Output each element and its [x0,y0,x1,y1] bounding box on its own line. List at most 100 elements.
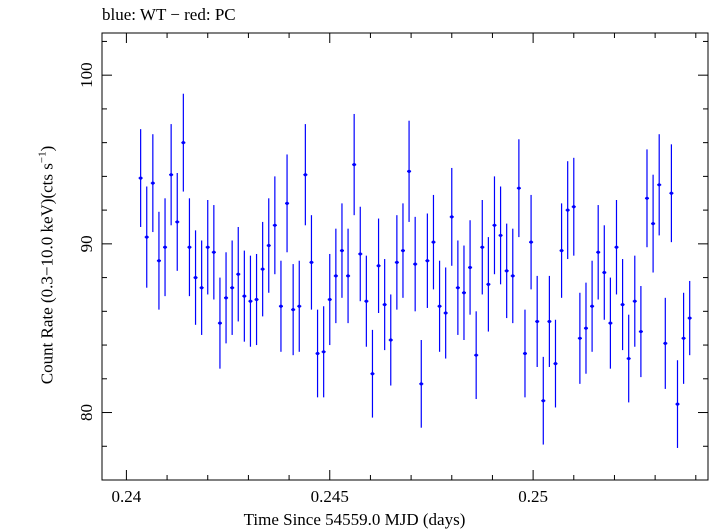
data-marker [376,264,381,268]
data-point [675,360,680,448]
data-point [498,186,503,285]
data-marker [663,341,667,345]
data-point [663,297,668,389]
data-marker [389,338,393,342]
data-point [419,339,424,428]
data-point [486,237,491,332]
data-point [217,277,222,369]
data-marker [291,308,295,312]
data-point [431,194,436,290]
data-marker [212,250,216,254]
data-marker [370,372,375,376]
data-marker [633,299,637,303]
data-marker [468,265,472,270]
data-point [364,255,369,347]
data-point [681,292,686,384]
data-point [626,314,631,403]
data-point [602,225,607,320]
data-marker [248,299,253,303]
data-marker [364,299,368,303]
data-point [449,167,454,266]
data-point [565,161,570,260]
data-point [541,356,546,445]
data-marker [559,248,564,253]
data-marker [395,260,399,265]
data-points [138,93,692,448]
data-point [303,124,308,226]
data-marker [334,274,338,278]
data-point [339,203,344,298]
data-point [687,280,692,356]
data-point [547,275,552,367]
data-marker [541,399,545,403]
data-marker [218,321,222,325]
data-marker [236,272,240,276]
data-point [352,113,357,216]
data-point [224,252,229,344]
data-marker [627,356,631,361]
y-axis-label-exponent: −1 [36,151,49,164]
data-point [425,213,430,308]
data-marker [620,302,625,307]
y-axis-label: Count Rate (0.3−10.0 keV)(cts s−1) [37,146,58,385]
data-point [272,176,277,275]
data-marker [474,353,478,357]
data-point [175,173,180,271]
data-marker [462,291,466,295]
data-marker [413,262,417,266]
x-tick-label: 0.245 [311,487,349,506]
data-marker [547,319,551,324]
data-marker [206,245,210,249]
data-marker [407,169,411,173]
data-point [400,203,405,298]
data-marker [322,350,326,354]
data-marker [688,316,692,320]
data-marker [517,186,521,190]
data-point [516,139,521,238]
data-marker [139,176,143,180]
data-point [510,228,515,324]
data-point [468,220,473,315]
data-point [394,215,399,310]
data-marker [261,267,265,271]
data-marker [523,351,527,356]
data-point [590,260,595,352]
data-point [150,134,155,233]
x-tick-label: 0.24 [112,487,142,506]
data-point [205,199,210,295]
data-point [492,176,497,275]
data-marker [431,240,436,244]
data-point [169,124,174,226]
data-point [620,259,625,351]
data-marker [163,245,167,249]
data-marker [553,362,558,366]
data-marker [602,270,606,275]
data-point [199,240,204,335]
data-marker [273,223,277,227]
data-marker [645,196,649,200]
data-marker [303,173,307,177]
data-point [138,129,143,227]
data-point [522,309,528,398]
data-marker [456,286,460,290]
data-marker [187,245,192,249]
data-marker [578,336,582,340]
data-point [583,282,589,374]
data-point [187,198,192,297]
data-point [474,311,479,400]
data-point [193,230,198,325]
data-point [571,157,576,256]
data-marker [505,269,509,273]
data-point [327,253,332,346]
data-point [644,149,650,248]
data-marker [309,260,314,265]
data-point [376,218,381,314]
data-marker [267,243,271,248]
data-marker [230,286,234,290]
data-point [163,198,168,297]
data-marker [200,286,204,290]
data-marker [675,402,680,406]
data-point [614,199,619,295]
data-point [455,240,460,335]
